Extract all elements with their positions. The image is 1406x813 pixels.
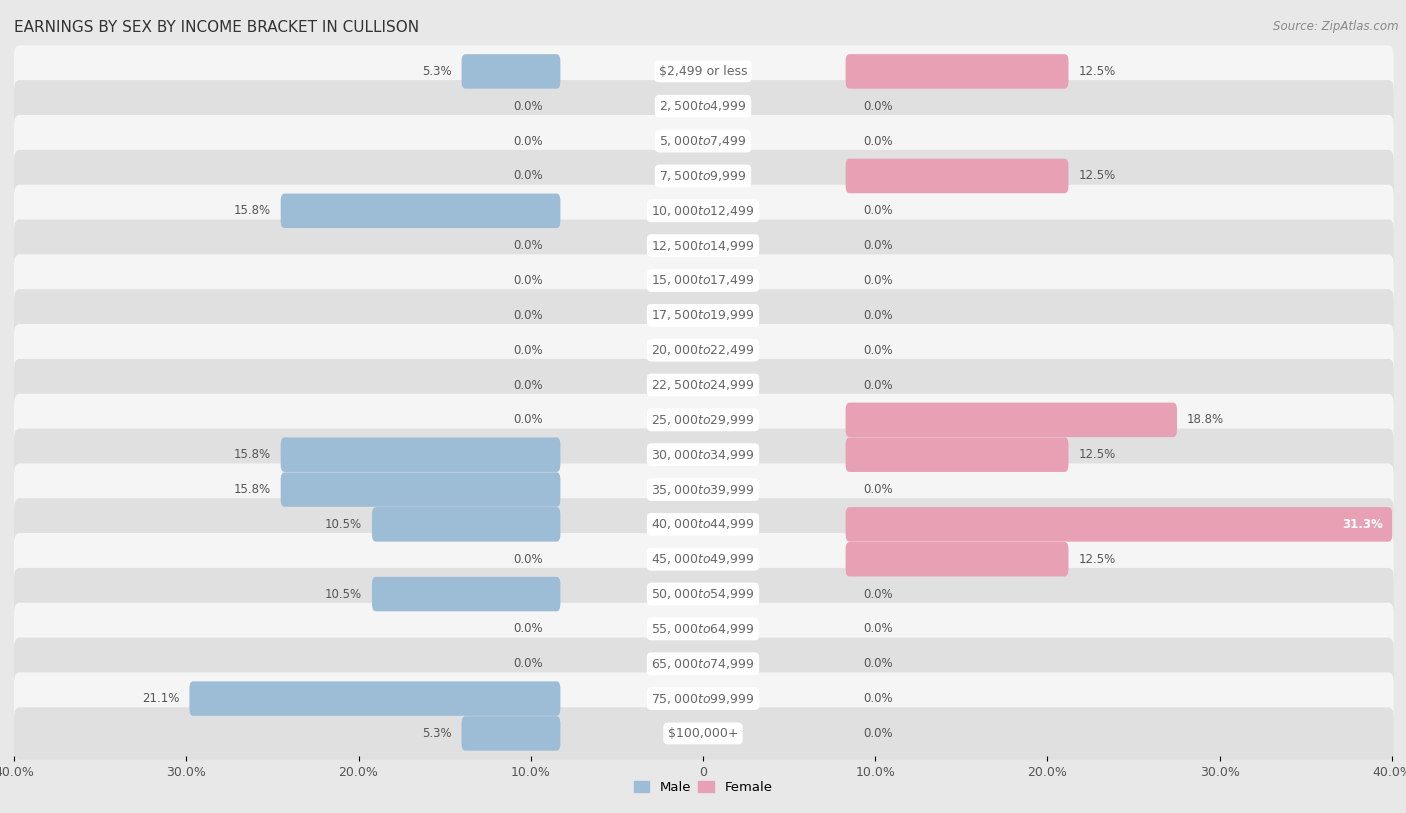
Text: 12.5%: 12.5% [1078,553,1116,566]
FancyBboxPatch shape [281,193,561,228]
Text: $30,000 to $34,999: $30,000 to $34,999 [651,448,755,462]
Text: 12.5%: 12.5% [1078,448,1116,461]
Text: 0.0%: 0.0% [513,135,543,148]
Text: 12.5%: 12.5% [1078,65,1116,78]
FancyBboxPatch shape [14,568,1393,620]
Text: 0.0%: 0.0% [513,623,543,636]
FancyBboxPatch shape [190,681,561,716]
Text: 0.0%: 0.0% [513,379,543,392]
Text: 0.0%: 0.0% [513,100,543,113]
Text: 21.1%: 21.1% [142,692,180,705]
Text: $2,500 to $4,999: $2,500 to $4,999 [659,99,747,113]
Text: 0.0%: 0.0% [863,588,893,601]
Text: 0.0%: 0.0% [863,483,893,496]
FancyBboxPatch shape [14,602,1393,655]
Text: 0.0%: 0.0% [513,274,543,287]
FancyBboxPatch shape [845,542,1069,576]
FancyBboxPatch shape [14,463,1393,515]
Legend: Male, Female: Male, Female [628,776,778,799]
FancyBboxPatch shape [14,80,1393,133]
Text: 31.3%: 31.3% [1343,518,1384,531]
FancyBboxPatch shape [373,507,561,541]
Text: $20,000 to $22,499: $20,000 to $22,499 [651,343,755,357]
Text: Source: ZipAtlas.com: Source: ZipAtlas.com [1274,20,1399,33]
Text: $65,000 to $74,999: $65,000 to $74,999 [651,657,755,671]
Text: 0.0%: 0.0% [863,692,893,705]
Text: $25,000 to $29,999: $25,000 to $29,999 [651,413,755,427]
Text: $2,499 or less: $2,499 or less [659,65,747,78]
Text: $50,000 to $54,999: $50,000 to $54,999 [651,587,755,601]
Text: $17,500 to $19,999: $17,500 to $19,999 [651,308,755,322]
Text: $15,000 to $17,499: $15,000 to $17,499 [651,273,755,288]
Text: 0.0%: 0.0% [863,100,893,113]
Text: $100,000+: $100,000+ [668,727,738,740]
Text: 0.0%: 0.0% [863,135,893,148]
FancyBboxPatch shape [373,577,561,611]
FancyBboxPatch shape [14,498,1393,550]
FancyBboxPatch shape [14,185,1393,237]
FancyBboxPatch shape [845,159,1069,193]
Text: 15.8%: 15.8% [233,448,271,461]
Text: EARNINGS BY SEX BY INCOME BRACKET IN CULLISON: EARNINGS BY SEX BY INCOME BRACKET IN CUL… [14,20,419,35]
Text: 15.8%: 15.8% [233,204,271,217]
FancyBboxPatch shape [281,472,561,506]
Text: 0.0%: 0.0% [863,204,893,217]
FancyBboxPatch shape [461,716,561,750]
FancyBboxPatch shape [14,359,1393,411]
Text: $35,000 to $39,999: $35,000 to $39,999 [651,483,755,497]
FancyBboxPatch shape [14,150,1393,202]
FancyBboxPatch shape [845,437,1069,472]
Text: 5.3%: 5.3% [422,727,451,740]
FancyBboxPatch shape [281,437,561,472]
Text: 0.0%: 0.0% [863,727,893,740]
Text: 0.0%: 0.0% [513,309,543,322]
FancyBboxPatch shape [461,54,561,89]
Text: 0.0%: 0.0% [863,309,893,322]
Text: 15.8%: 15.8% [233,483,271,496]
FancyBboxPatch shape [845,507,1392,541]
Text: 0.0%: 0.0% [513,169,543,182]
FancyBboxPatch shape [845,54,1069,89]
Text: 0.0%: 0.0% [863,623,893,636]
Text: 0.0%: 0.0% [863,274,893,287]
Text: 0.0%: 0.0% [513,344,543,357]
Text: $12,500 to $14,999: $12,500 to $14,999 [651,239,755,253]
FancyBboxPatch shape [14,324,1393,376]
Text: $40,000 to $44,999: $40,000 to $44,999 [651,517,755,532]
FancyBboxPatch shape [14,428,1393,480]
Text: $22,500 to $24,999: $22,500 to $24,999 [651,378,755,392]
Text: 12.5%: 12.5% [1078,169,1116,182]
FancyBboxPatch shape [14,707,1393,759]
FancyBboxPatch shape [14,254,1393,307]
Text: 0.0%: 0.0% [863,344,893,357]
FancyBboxPatch shape [14,533,1393,585]
Text: 0.0%: 0.0% [513,553,543,566]
Text: 10.5%: 10.5% [325,518,361,531]
Text: 0.0%: 0.0% [863,657,893,670]
Text: 18.8%: 18.8% [1187,413,1225,426]
FancyBboxPatch shape [14,393,1393,446]
Text: $10,000 to $12,499: $10,000 to $12,499 [651,204,755,218]
FancyBboxPatch shape [14,672,1393,724]
Text: $7,500 to $9,999: $7,500 to $9,999 [659,169,747,183]
Text: 0.0%: 0.0% [863,239,893,252]
Text: $55,000 to $64,999: $55,000 to $64,999 [651,622,755,636]
Text: 0.0%: 0.0% [863,379,893,392]
Text: 0.0%: 0.0% [513,657,543,670]
Text: $75,000 to $99,999: $75,000 to $99,999 [651,692,755,706]
FancyBboxPatch shape [845,402,1177,437]
Text: 10.5%: 10.5% [325,588,361,601]
FancyBboxPatch shape [14,46,1393,98]
Text: $5,000 to $7,499: $5,000 to $7,499 [659,134,747,148]
FancyBboxPatch shape [14,289,1393,341]
FancyBboxPatch shape [14,637,1393,690]
Text: 5.3%: 5.3% [422,65,451,78]
Text: 0.0%: 0.0% [513,239,543,252]
FancyBboxPatch shape [14,220,1393,272]
Text: $45,000 to $49,999: $45,000 to $49,999 [651,552,755,566]
FancyBboxPatch shape [14,115,1393,167]
Text: 0.0%: 0.0% [513,413,543,426]
